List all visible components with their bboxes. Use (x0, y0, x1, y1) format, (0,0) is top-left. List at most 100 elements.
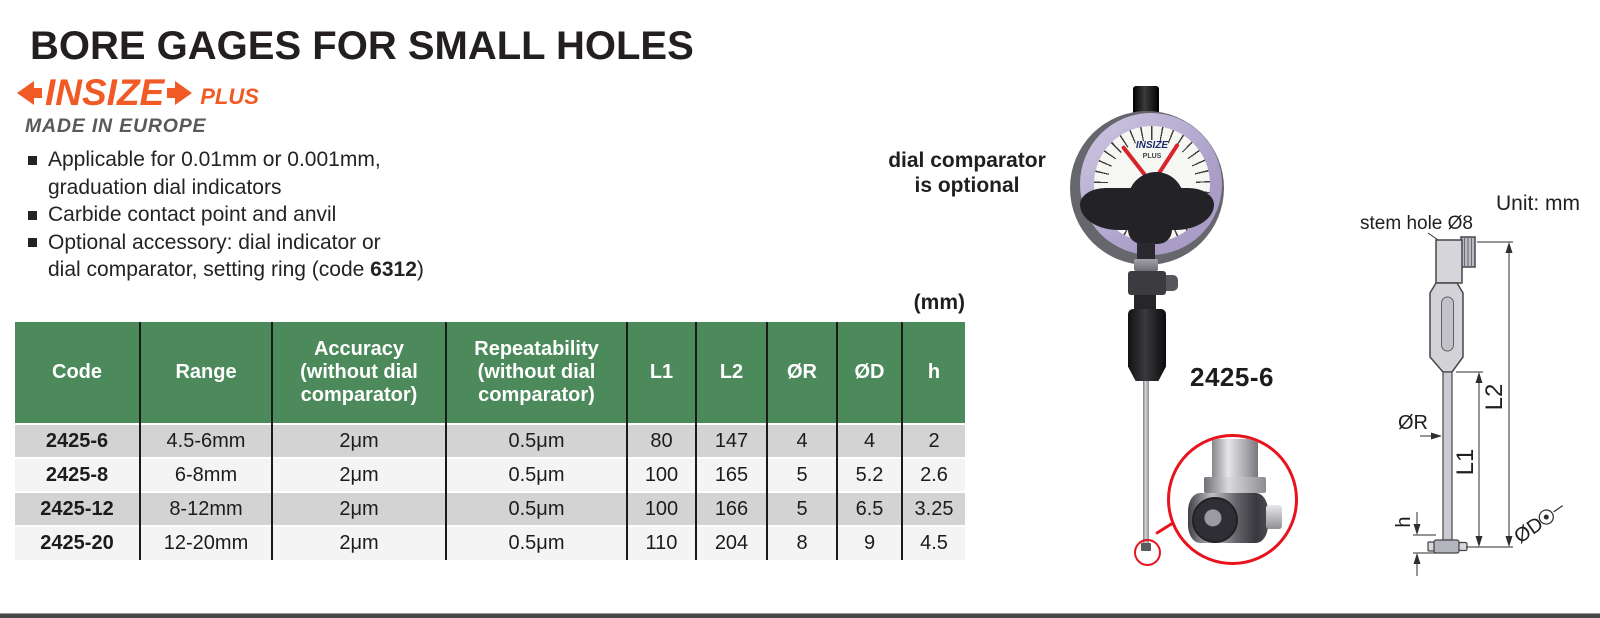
dim-label-od-group: ØD (1510, 505, 1564, 548)
od-circle-glyph (1538, 509, 1554, 525)
cell-l2: 147 (696, 424, 768, 458)
bullet-icon (28, 155, 37, 165)
inset-cylinder (1212, 439, 1258, 477)
logo-left-arrow-icon (17, 81, 34, 105)
unit-note: (mm) (913, 291, 965, 314)
gauge-neck (1137, 243, 1155, 259)
drawing-grip-slot (1441, 296, 1454, 352)
gauge-handle-tab (1128, 224, 1172, 244)
dim-label-od: ØD (1510, 513, 1547, 548)
col-header-code: Code (15, 322, 141, 424)
feature-text-cont: graduation dial indicators (28, 174, 568, 202)
feature-list: Applicable for 0.01mm or 0.001mm, gradua… (28, 146, 568, 284)
col-header-repeatability: Repeatability (without dial comparator) (446, 322, 628, 424)
col-header-l1: L1 (627, 322, 697, 424)
gauge-grip (1128, 309, 1166, 381)
inset-collar (1204, 477, 1266, 493)
col-header-od: ØD (837, 322, 903, 424)
cell-l2: 166 (696, 492, 768, 526)
gauge-handle-dome (1128, 172, 1184, 228)
logo-right-arrow-tail (167, 88, 176, 98)
col-header-h: h (902, 322, 965, 424)
cell-accuracy: 2μm (272, 424, 447, 458)
page-title: BORE GAGES FOR SMALL HOLES (30, 24, 694, 68)
logo-row: INSIZE PLUS (17, 74, 259, 112)
gauge-dial-brand: INSIZE PLUS (1094, 140, 1210, 162)
accessory-code: 6312 (370, 258, 417, 281)
arrowhead (1413, 553, 1421, 564)
feature-item: Applicable for 0.01mm or 0.001mm, (28, 146, 568, 174)
feature-item: Optional accessory: dial indicator or (28, 229, 568, 257)
gauge-clamp-knob (1166, 275, 1178, 291)
bullet-icon (28, 238, 37, 247)
col-header-or: ØR (767, 322, 838, 424)
cell-l1: 100 (627, 492, 697, 526)
arrowhead (1413, 524, 1421, 535)
cell-h: 4.5 (920, 532, 948, 554)
bullet-icon (28, 210, 37, 220)
optional-note-line: is optional (914, 173, 1020, 197)
drawing-stem (1442, 371, 1453, 541)
logo-suffix-text: PLUS (200, 84, 259, 109)
logo-brand-text: INSIZE (45, 72, 165, 113)
logo-tagline: MADE IN EUROPE (25, 115, 207, 137)
feature-item: Carbide contact point and anvil (28, 201, 568, 229)
cell-l1: 100 (627, 458, 697, 492)
drawing-contact-nub (1458, 541, 1468, 552)
gauge-stem-rod (1143, 381, 1149, 543)
feature-text: Carbide contact point and anvil (48, 203, 337, 226)
stem-hole-label: stem hole Ø8 (1360, 213, 1473, 234)
brand-logo: INSIZE PLUS MADE IN EUROPE (17, 74, 259, 138)
table-header-row: Code Range Accuracy (without dial compar… (15, 322, 965, 424)
cell-repeatability: 0.5μm (446, 526, 628, 560)
col-header-accuracy: Accuracy (without dial comparator) (272, 322, 447, 424)
cell-od: 9 (837, 526, 903, 560)
cell-h: 2 (928, 429, 940, 452)
od-circle-dot (1543, 514, 1549, 520)
feature-text: dial comparator, setting ring (code 6312… (48, 258, 424, 281)
drawing-contact-head (1433, 539, 1460, 554)
tip-zoom-inset (1167, 434, 1298, 565)
cell-range: 12-20mm (140, 526, 273, 560)
cell-accuracy: 2μm (272, 492, 447, 526)
arrowhead (1475, 536, 1483, 547)
cell-or: 4 (767, 424, 838, 458)
gauge-joint (1134, 259, 1158, 271)
gauge-subneck (1134, 295, 1156, 309)
spec-table: Code Range Accuracy (without dial compar… (15, 322, 965, 560)
cell-l2: 204 (696, 526, 768, 560)
arrowhead (1431, 432, 1442, 440)
table-row: 2425-8 6-8mm 2μm 0.5μm 100 165 5 5.2 2.6 (15, 458, 965, 492)
diagram-unit-label: Unit: mm (1496, 192, 1580, 215)
feature-text: Applicable for 0.01mm or 0.001mm, (48, 148, 381, 171)
dim-label-l2: L2 (1481, 384, 1508, 411)
col-header-l2: L2 (696, 322, 768, 424)
arrowhead (1505, 536, 1513, 547)
logo-right-arrow-icon (175, 81, 193, 105)
cell-h: 2.6 (920, 463, 948, 486)
optional-note: dial comparator is optional (860, 149, 1074, 198)
cell-h: 3.25 (914, 497, 954, 520)
logo-left-arrow-tail (34, 88, 42, 98)
dial-suffix-text: PLUS (1142, 153, 1162, 160)
dim-label-or: ØR (1398, 412, 1428, 434)
page-bottom-rule (0, 613, 1600, 618)
cell-or: 8 (767, 526, 838, 560)
gauge-clamp (1128, 271, 1166, 295)
cell-code: 2425-8 (15, 458, 141, 492)
cell-or: 5 (767, 458, 838, 492)
inset-contact-nub (1266, 505, 1282, 529)
drawing-anvil (1427, 541, 1435, 552)
feature-text: graduation dial indicators (48, 175, 282, 199)
tip-highlight-circle (1134, 539, 1161, 566)
cell-accuracy: 2μm (272, 458, 447, 492)
cell-range: 4.5-6mm (140, 424, 273, 458)
cell-l2: 165 (696, 458, 768, 492)
table-row: 2425-20 12-20mm 2μm 0.5μm 110 204 8 9 4.… (15, 526, 965, 560)
cell-repeatability: 0.5μm (446, 492, 628, 526)
cell-range: 6-8mm (140, 458, 273, 492)
cell-or: 5 (767, 492, 838, 526)
col-header-range: Range (140, 322, 273, 424)
inset-probe-face (1192, 497, 1238, 543)
